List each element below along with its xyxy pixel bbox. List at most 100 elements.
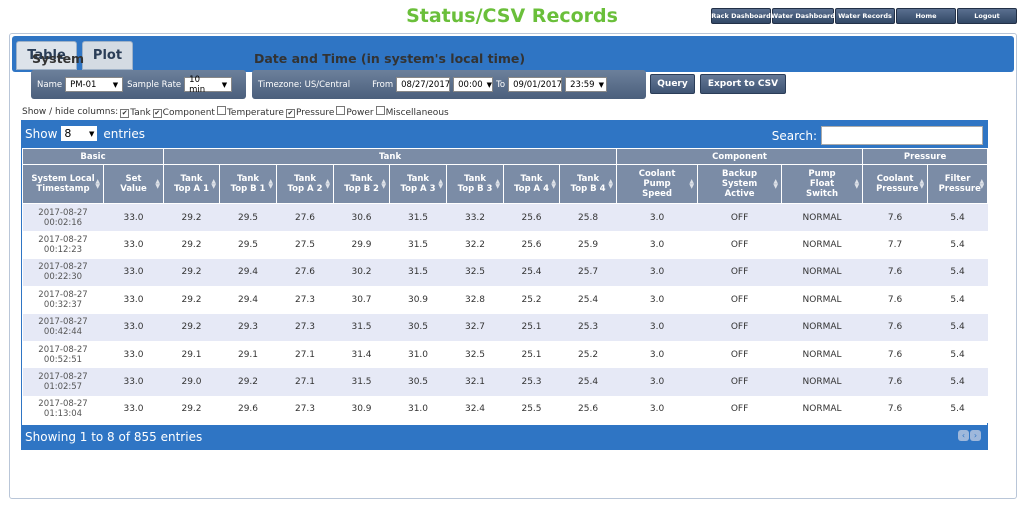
table-cell: 31.4 <box>333 340 390 369</box>
table-cell: 7.6 <box>862 203 928 232</box>
tab-plot[interactable]: Plot <box>82 41 133 70</box>
table-cell: 7.6 <box>862 340 928 369</box>
table-cell: 33.0 <box>103 203 164 232</box>
table-row[interactable]: 2017-08-27 01:13:04 33.0 29.2 29.6 27.3 30.9 31… <box>22 395 988 424</box>
column-toggle-temperature[interactable]: Temperature <box>215 106 284 118</box>
table-cell: 25.7 <box>559 258 617 287</box>
column-header[interactable]: Coolant Pump Speed ▲ ▼ <box>616 164 699 204</box>
table-cell: 31.5 <box>389 203 447 232</box>
tab-table[interactable]: Table <box>16 41 77 70</box>
system-name-select[interactable]: PM-01 ▼ <box>65 77 124 92</box>
table-cell: 32.2 <box>446 231 504 259</box>
column-header-label: Filter Pressure <box>938 174 981 194</box>
table-row[interactable]: 2017-08-27 00:32:37 33.0 29.2 29.4 27.3 30.7 30… <box>22 286 988 314</box>
table-cell: 7.6 <box>862 313 928 341</box>
column-toggle-label: Component <box>162 108 215 118</box>
column-toggle-miscellaneous[interactable]: Miscellaneous <box>374 106 449 118</box>
checkbox-checked-icon[interactable]: ✔ <box>285 109 295 118</box>
table-row[interactable]: 2017-08-27 00:42:44 33.0 29.2 29.3 27.3 31.5 30… <box>22 313 988 341</box>
sample-rate-select[interactable]: 10 min ▼ <box>184 75 233 95</box>
column-toggle-pressure[interactable]: ✔ Pressure <box>284 108 334 118</box>
column-header[interactable]: Backup System Active ▲ ▼ <box>697 164 783 204</box>
table-cell: 27.3 <box>276 313 334 341</box>
nav-logout-button[interactable]: Logout <box>957 8 1017 24</box>
table-cell: 29.6 <box>219 395 277 424</box>
table-row[interactable]: 2017-08-27 01:02:57 33.0 29.0 29.2 27.1 31.5 30… <box>22 368 988 396</box>
sort-icon: ▲ ▼ <box>268 178 274 190</box>
to-date-input[interactable]: 09/01/2017 <box>508 77 563 92</box>
export-csv-button[interactable]: Export to CSV <box>700 74 786 94</box>
table-row[interactable]: 2017-08-27 00:02:16 33.0 29.2 29.5 27.6 30.6 31… <box>22 203 988 232</box>
table-cell: 7.7 <box>862 231 928 259</box>
column-header[interactable]: Tank Top A 4 ▲ ▼ <box>503 164 561 204</box>
table-cell: 33.0 <box>103 368 164 396</box>
query-button[interactable]: Query <box>650 74 695 94</box>
column-header[interactable]: Pump Float Switch ▲ ▼ <box>781 164 864 204</box>
column-header[interactable]: Coolant Pressure ▲ ▼ <box>862 164 929 204</box>
column-header[interactable]: Tank Top B 2 ▲ ▼ <box>333 164 391 204</box>
table-footer: Showing 1 to 8 of 855 entries ‹ › <box>22 425 987 449</box>
timestamp-time: 00:12:23 <box>43 245 83 256</box>
table-cell: 25.3 <box>503 368 560 396</box>
checkbox-icon[interactable] <box>216 106 226 115</box>
column-header[interactable]: Set Value ▲ ▼ <box>102 164 165 204</box>
table-cell: 27.1 <box>276 368 334 396</box>
table-cell: 27.1 <box>276 340 334 369</box>
table-cell: 29.0 <box>163 368 220 396</box>
sort-icon: ▲ ▼ <box>551 178 557 190</box>
nav-rack-dashboard-button[interactable]: Rack Dashboard <box>711 8 771 24</box>
column-header[interactable]: Filter Pressure ▲ ▼ <box>927 164 989 204</box>
column-toggle-component[interactable]: ✔ Component <box>151 108 215 118</box>
search-input[interactable] <box>821 126 983 145</box>
table-cell: 25.3 <box>559 313 617 341</box>
table-cell: NORMAL <box>781 395 863 424</box>
table-row[interactable]: 2017-08-27 00:52:51 33.0 29.1 29.1 27.1 31.4 31… <box>22 340 988 369</box>
timestamp-cell: 2017-08-27 00:52:51 <box>22 340 104 369</box>
column-header[interactable]: Tank Top B 3 ▲ ▼ <box>446 164 505 204</box>
from-time-select[interactable]: 00:00 ▼ <box>453 77 494 92</box>
system-heading: System <box>32 51 85 66</box>
checkbox-icon[interactable] <box>375 106 385 115</box>
table-row[interactable]: 2017-08-27 00:22:30 33.0 29.2 29.4 27.6 30.2 31… <box>22 258 988 287</box>
nav-water-dashboard-button[interactable]: Water Dashboard <box>771 8 835 24</box>
table-row[interactable]: 2017-08-27 00:12:23 33.0 29.2 29.5 27.5 29.9 31… <box>22 231 988 259</box>
checkbox-checked-icon[interactable]: ✔ <box>120 109 130 118</box>
column-toggle-tank[interactable]: ✔ Tank <box>118 108 151 118</box>
table-cell: 25.2 <box>503 286 560 314</box>
column-header[interactable]: Tank Top B 4 ▲ ▼ <box>559 164 618 204</box>
to-time-select[interactable]: 23:59 ▼ <box>565 77 608 92</box>
timestamp-cell: 2017-08-27 00:42:44 <box>22 313 104 341</box>
timestamp-cell: 2017-08-27 00:02:16 <box>22 203 104 232</box>
table-cell: 29.2 <box>219 368 277 396</box>
table-cell: 32.1 <box>446 368 504 396</box>
table-cell: 33.0 <box>103 340 164 369</box>
timestamp-time: 01:13:04 <box>43 409 83 420</box>
nav-home-button[interactable]: Home <box>896 8 956 24</box>
table-cell: 25.1 <box>503 340 560 369</box>
entries-per-page-select[interactable]: 8 ▼ <box>61 126 98 141</box>
sort-icon: ▲ ▼ <box>689 178 695 190</box>
column-header[interactable]: Tank Top B 1 ▲ ▼ <box>219 164 278 204</box>
nav-water-records-button[interactable]: Water Records <box>835 8 895 24</box>
checkbox-icon[interactable] <box>336 106 346 115</box>
column-header[interactable]: Tank Top A 3 ▲ ▼ <box>389 164 448 204</box>
sort-icon: ▲ ▼ <box>155 178 161 190</box>
table-cell: 27.3 <box>276 286 334 314</box>
column-header[interactable]: Tank Top A 1 ▲ ▼ <box>163 164 221 204</box>
timestamp-cell: 2017-08-27 01:13:04 <box>22 395 104 424</box>
column-header-label: Tank Top A 1 <box>174 174 210 194</box>
next-page-button[interactable]: › <box>970 430 981 441</box>
previous-page-button[interactable]: ‹ <box>958 430 969 441</box>
table-cell: NORMAL <box>781 313 863 341</box>
table-cell: 33.0 <box>103 313 164 341</box>
column-header[interactable]: Tank Top A 2 ▲ ▼ <box>276 164 335 204</box>
column-toggle-power[interactable]: Power <box>334 106 374 118</box>
column-toggle-label: Miscellaneous <box>385 108 449 118</box>
checkbox-checked-icon[interactable]: ✔ <box>152 109 162 118</box>
sort-icon: ▲ ▼ <box>381 178 387 190</box>
column-header[interactable]: System Local Timestamp ▲ ▼ <box>22 164 104 204</box>
from-date-input[interactable]: 08/27/2017 <box>396 77 451 92</box>
tab-bar: Table Plot <box>12 36 1014 72</box>
table-cell: OFF <box>697 258 782 287</box>
timestamp-time: 00:42:44 <box>43 327 83 338</box>
